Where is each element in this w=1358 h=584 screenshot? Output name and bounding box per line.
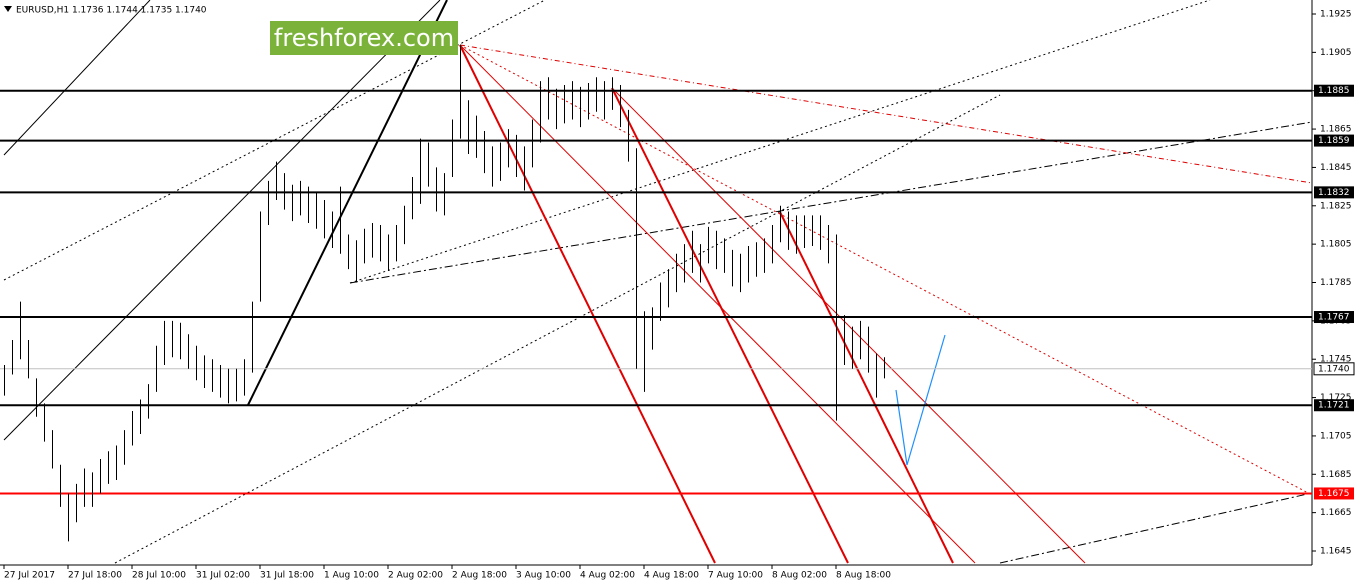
y-tick-label: 1.1785 [1320, 278, 1352, 288]
level-label: 1.1767 [1318, 313, 1350, 323]
y-tick-label: 1.1845 [1320, 163, 1352, 173]
current-price-label: 1.1740 [1318, 364, 1350, 374]
y-tick-label: 1.1925 [1320, 10, 1352, 20]
drawings [3, 0, 1313, 564]
x-tick-label: 8 Aug 02:00 [772, 571, 827, 581]
current-price-box [1313, 362, 1355, 376]
level-label-box [1314, 186, 1354, 199]
level-label-box [1314, 311, 1354, 324]
x-tick-label: 7 Aug 10:00 [708, 571, 763, 581]
x-tick-label: 31 Jul 02:00 [196, 571, 250, 581]
level-label-box [1314, 399, 1354, 412]
level-label: 1.1721 [1318, 401, 1350, 411]
x-tick-label: 31 Jul 18:00 [260, 571, 314, 581]
x-tick-label: 1 Aug 10:00 [324, 571, 379, 581]
x-tick-label: 2 Aug 02:00 [388, 571, 443, 581]
x-tick-label: 2 Aug 18:00 [452, 571, 507, 581]
y-tick-label: 1.1725 [1320, 393, 1352, 403]
y-tick-label: 1.1825 [1320, 201, 1352, 211]
y-tick-label: 1.1705 [1320, 431, 1352, 441]
level-label-box [1314, 134, 1354, 147]
watermark-box [270, 21, 458, 55]
y-tick-label: 1.1745 [1320, 355, 1352, 365]
y-tick-label: 1.1665 [1320, 508, 1352, 518]
quote-icon [4, 6, 12, 12]
x-tick-label: 3 Aug 10:00 [516, 571, 571, 581]
quote: EURUSD,H1 1.1736 1.1744 1.1735 1.1740 [16, 6, 207, 16]
y-tick-label: 1.1865 [1320, 125, 1352, 135]
watermark: freshforex.com [274, 24, 454, 52]
level-label: 1.1832 [1318, 188, 1350, 198]
x-tick-label: 27 Jul 2017 [4, 571, 55, 581]
level-label: 1.1859 [1318, 136, 1350, 146]
x-tick-label: 8 Aug 18:00 [836, 571, 891, 581]
x-tick-label: 28 Jul 10:00 [132, 571, 186, 581]
y-tick-label: 1.1685 [1320, 470, 1352, 480]
x-tick-label: 4 Aug 18:00 [644, 571, 699, 581]
level-label-box [1314, 487, 1354, 500]
level-label-box [1314, 84, 1354, 97]
x-tick-label: 27 Jul 18:00 [68, 571, 122, 581]
level-label: 1.1885 [1318, 86, 1350, 96]
y-tick-label: 1.1645 [1320, 546, 1352, 556]
x-tick-label: 4 Aug 02:00 [580, 571, 635, 581]
level-label: 1.1675 [1318, 489, 1350, 499]
y-tick-label: 1.1805 [1320, 240, 1352, 250]
y-tick-label: 1.1905 [1320, 48, 1352, 58]
